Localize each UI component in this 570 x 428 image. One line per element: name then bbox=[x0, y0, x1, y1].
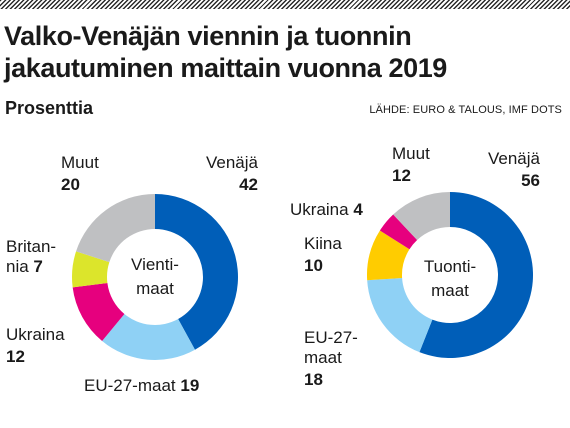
slice-value-venaja: 42 bbox=[239, 175, 258, 194]
donut-slice-venaja bbox=[155, 194, 238, 350]
slice-name-eu-27-maat: maat bbox=[304, 348, 342, 367]
slice-name-eu-27-maat: EU-27- bbox=[304, 328, 358, 347]
donut-slice-muut bbox=[393, 192, 450, 241]
slice-name-venaja: Venäjä bbox=[206, 153, 259, 172]
donut-slice-venaja bbox=[419, 192, 534, 359]
donut-center-label: Vienti- bbox=[131, 255, 179, 274]
slice-label-britan-nia: Britan- bbox=[6, 237, 56, 256]
slice-value-muut: 12 bbox=[392, 166, 411, 185]
donut-center-label: maat bbox=[136, 279, 174, 298]
chart-title: Valko-Venäjän viennin ja tuonnin jakautu… bbox=[4, 21, 447, 83]
slice-name: Britan- bbox=[6, 237, 56, 256]
donut-slice-eu-27-maat bbox=[367, 278, 433, 353]
slice-value-kiina: 10 bbox=[304, 256, 323, 275]
donut-slice-kiina bbox=[366, 230, 410, 281]
slice-value-muut: 20 bbox=[61, 175, 80, 194]
slice-name: nia bbox=[6, 257, 29, 276]
slice-value: 19 bbox=[180, 376, 199, 395]
slice-name-muut: Muut bbox=[392, 144, 430, 163]
source-note: LÄHDE: EURO & TALOUS, IMF DOTS bbox=[369, 104, 562, 116]
donut-slice-ukraina bbox=[379, 214, 418, 250]
slice-name-muut: Muut bbox=[61, 153, 99, 172]
slice-value-eu-27-maat: 18 bbox=[304, 370, 323, 389]
donut-center-label: maat bbox=[431, 281, 469, 300]
header-hatch-rule bbox=[0, 0, 570, 9]
slice-name-ukraina: Ukraina bbox=[6, 325, 65, 344]
donut-slice-ukraina bbox=[72, 283, 125, 341]
slice-label-britan-nia: nia 7 bbox=[6, 257, 43, 276]
slice-value-venaja: 56 bbox=[521, 171, 540, 190]
chart-subtitle: Prosenttia bbox=[5, 98, 94, 118]
slice-name: EU-27-maat bbox=[84, 376, 176, 395]
slice-value-ukraina: 12 bbox=[6, 347, 25, 366]
slice-label-eu-27-maat: EU-27-maat 19 bbox=[84, 376, 199, 395]
donut-slice-eu-27-maat bbox=[102, 313, 195, 360]
donut-slice-muut bbox=[76, 194, 155, 263]
donut-center-label: Tuonti- bbox=[424, 257, 476, 276]
slice-value: 4 bbox=[353, 200, 363, 219]
slice-name-venaja: Venäjä bbox=[488, 149, 541, 168]
slice-value: 7 bbox=[33, 257, 42, 276]
import-donut-chart: Tuonti-maatVenäjä56EU-27-maat18Kiina10Uk… bbox=[290, 144, 541, 389]
slice-label-ukraina: Ukraina 4 bbox=[290, 200, 363, 219]
export-donut-chart: Vienti-maat Venäjä 42 EU-27-maat 19 Ukraina 1… bbox=[6, 153, 259, 395]
slice-name: Ukraina bbox=[290, 200, 349, 219]
slice-name-kiina: Kiina bbox=[304, 234, 342, 253]
donut-slice-britan-nia bbox=[71, 251, 110, 288]
